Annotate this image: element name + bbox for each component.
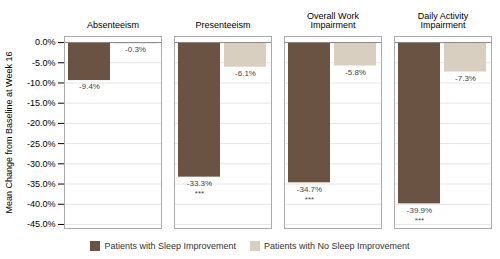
svg-text:Overall WorkImpairment: Overall WorkImpairment	[307, 11, 359, 30]
svg-text:-20.0%: -20.0%	[27, 118, 56, 128]
svg-text:-34.7%: -34.7%	[297, 185, 322, 194]
svg-text:Presenteeism: Presenteeism	[195, 20, 250, 30]
html-text:Patients with No Sleep Improve: Patients with No Sleep Improvement	[264, 240, 410, 251]
svg-text:-6.1%: -6.1%	[235, 69, 256, 78]
svg-text:***: ***	[415, 216, 424, 225]
svg-text:-40.0%: -40.0%	[27, 199, 56, 209]
svg-text:Absenteeism: Absenteeism	[87, 20, 139, 30]
svg-text:-25.0%: -25.0%	[27, 138, 56, 148]
svg-text:0.0%: 0.0%	[35, 37, 56, 47]
html-text:Patients with Sleep Improvemen: Patients with Sleep Improvement	[104, 240, 236, 251]
svg-text:Daily ActivityImpairment: Daily ActivityImpairment	[418, 11, 469, 30]
svg-text:-39.9%: -39.9%	[407, 206, 432, 215]
svg-text:-33.3%: -33.3%	[187, 179, 212, 188]
svg-text:-30.0%: -30.0%	[27, 159, 56, 169]
svg-text:***: ***	[305, 195, 314, 204]
svg-text:-9.4%: -9.4%	[79, 82, 100, 91]
svg-text:-45.0%: -45.0%	[27, 219, 56, 229]
svg-text:-10.0%: -10.0%	[27, 78, 56, 88]
svg-text:-7.3%: -7.3%	[455, 74, 476, 83]
svg-text:-5.0%: -5.0%	[32, 58, 56, 68]
svg-text:-0.3%: -0.3%	[125, 45, 146, 54]
svg-text:***: ***	[195, 189, 204, 198]
svg-text:-15.0%: -15.0%	[27, 98, 56, 108]
svg-text:Mean Change from Baseline at W: Mean Change from Baseline at Week 16	[4, 52, 14, 214]
svg-text:-35.0%: -35.0%	[27, 179, 56, 189]
svg-text:-5.8%: -5.8%	[345, 68, 366, 77]
